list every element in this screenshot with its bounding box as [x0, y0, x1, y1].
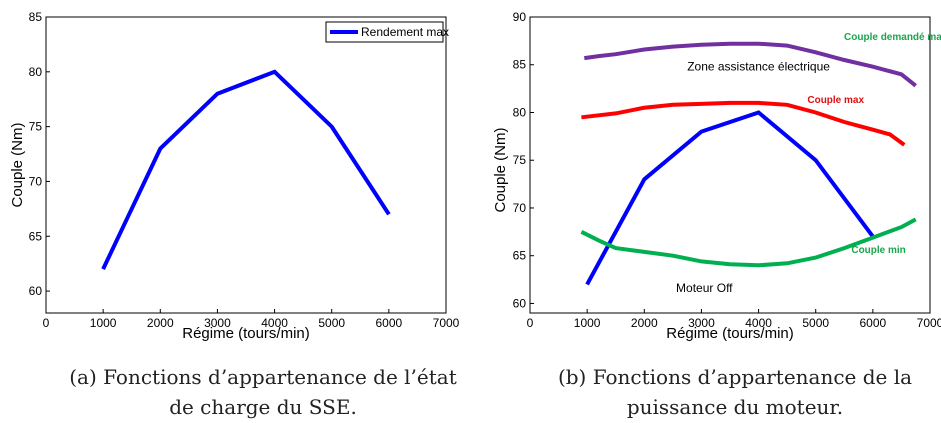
chart-a-ytick-label: 80 [29, 65, 43, 79]
chart-b-annotation: Couple min [851, 245, 905, 256]
chart-a-legend-box [325, 21, 444, 43]
chart-a-ytick-label: 60 [29, 284, 43, 298]
chart-b-xtick-label: 3000 [688, 316, 715, 330]
chart-a-legend: Rendement max [325, 21, 449, 43]
chart-b-ytick-label: 90 [513, 10, 527, 24]
chart-a-xtick-label: 7000 [433, 316, 460, 330]
chart-a-xtick-label: 5000 [318, 316, 345, 330]
chart-b-annotation: Couple max [807, 95, 864, 106]
chart-a: 0 1000 2000 3000 4000 5000 6000 7000 60 65 70 75 80 8… [9, 10, 460, 342]
chart-b-series-line-0 [585, 110, 875, 286]
chart-b-xtick-label: 7000 [917, 316, 941, 330]
chart-b-xtick-label: 2000 [631, 316, 658, 330]
chart-b-xtick-label: 1000 [574, 316, 601, 330]
chart-a-xtick-label: 2000 [147, 316, 174, 330]
chart-b-series-line-1 [584, 41, 917, 88]
chart-b-ticks: 0 1000 2000 3000 4000 5000 6000 7000 60 65 70 75 80 8… [513, 10, 941, 330]
chart-b-ytick-label: 75 [513, 153, 527, 167]
chart-a-xtick-label: 6000 [376, 316, 403, 330]
chart-b-xtick-label: 4000 [745, 316, 772, 330]
chart-b-ytick-label: 60 [513, 296, 527, 310]
chart-a-xtick-label: 3000 [204, 316, 231, 330]
caption-b: (b) Fonctions d’appartenance de la puiss… [557, 365, 913, 419]
chart-a-ticks: 0 1000 2000 3000 4000 5000 6000 7000 60 65 70 75 80 8… [29, 10, 460, 330]
chart-a-ytick-label: 85 [29, 10, 43, 24]
caption-a: (a) Fonctions d’appartenance de l’état d… [69, 365, 457, 419]
chart-a-xtick-label: 4000 [261, 316, 288, 330]
chart-b-xtick-label: 0 [527, 316, 534, 330]
chart-b-series-line-2 [581, 100, 906, 147]
chart-b-ytick-label: 85 [513, 58, 527, 72]
chart-a-xtick-label: 1000 [90, 316, 117, 330]
chart-a-ytick-label: 75 [29, 120, 43, 134]
chart-a-plot-frame [45, 16, 447, 314]
chart-a-legend-label: Rendement max [361, 25, 449, 39]
chart-b: 0 1000 2000 3000 4000 5000 6000 7000 60 65 70 75 80 8… [492, 10, 941, 342]
chart-b-plot-frame [529, 16, 931, 314]
chart-b-ylabel: Couple (Nm) [492, 127, 509, 212]
chart-a-ytick-label: 70 [29, 174, 43, 188]
chart-b-lines [580, 41, 917, 286]
chart-b-annotation: Moteur Off [676, 281, 733, 295]
chart-b-xtick-label: 5000 [802, 316, 829, 330]
chart-a-series-line-0 [101, 69, 391, 270]
chart-b-ytick-label: 70 [513, 201, 527, 215]
chart-b-annotations: Zone assistance électrique Couple demandé… [676, 32, 941, 295]
chart-b-annotation: Zone assistance électrique [687, 59, 830, 73]
chart-b-ytick-label: 80 [513, 105, 527, 119]
chart-b-ytick-label: 65 [513, 249, 527, 263]
chart-a-xtick-label: 0 [43, 316, 50, 330]
chart-a-xlabel: Régime (tours/min) [182, 325, 310, 342]
chart-a-ytick-label: 65 [29, 229, 43, 243]
chart-b-series-line-3 [580, 217, 917, 268]
chart-b-xtick-label: 6000 [860, 316, 887, 330]
chart-b-xlabel: Régime (tours/min) [666, 325, 794, 342]
chart-a-ylabel: Couple (Nm) [9, 122, 26, 207]
chart-b-annotation: Couple demandé max [844, 32, 941, 43]
chart-a-lines [101, 69, 391, 270]
